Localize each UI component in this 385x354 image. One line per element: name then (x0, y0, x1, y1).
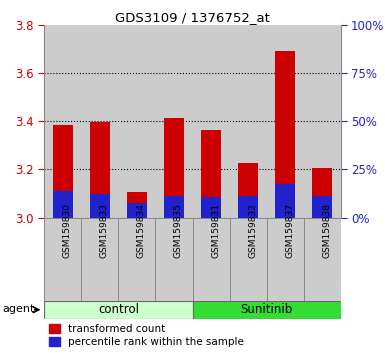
Bar (119, 218, 156, 301)
Legend: transformed count, percentile rank within the sample: transformed count, percentile rank withi… (50, 324, 244, 347)
Bar (164, 196, 184, 218)
Bar (267, 218, 304, 301)
Bar (267, 25, 304, 218)
Bar (229, 218, 266, 301)
Text: Sunitinib: Sunitinib (241, 303, 293, 316)
Bar (304, 218, 341, 301)
Bar (156, 218, 192, 301)
Text: GSM159834: GSM159834 (137, 203, 146, 258)
Text: GSM159831: GSM159831 (211, 203, 220, 258)
Text: GSM159830: GSM159830 (63, 203, 72, 258)
Text: agent: agent (2, 304, 35, 314)
Bar (119, 25, 156, 218)
Bar (81, 218, 119, 301)
Bar (312, 168, 332, 218)
Bar (304, 25, 341, 218)
Bar (127, 203, 147, 218)
Text: GSM159837: GSM159837 (285, 203, 294, 258)
Bar (81, 25, 119, 218)
Text: GSM159833: GSM159833 (100, 203, 109, 258)
Bar (192, 301, 341, 319)
Bar (238, 196, 258, 218)
Bar (53, 191, 73, 218)
Bar (312, 196, 332, 218)
Bar (44, 301, 192, 319)
Bar (201, 198, 221, 218)
Bar (90, 122, 110, 218)
Bar (90, 194, 110, 218)
Bar (127, 192, 147, 218)
Bar (44, 218, 81, 301)
Bar (164, 118, 184, 218)
Bar (156, 25, 192, 218)
Title: GDS3109 / 1376752_at: GDS3109 / 1376752_at (115, 11, 270, 24)
Bar (192, 218, 229, 301)
Bar (229, 25, 266, 218)
Text: GSM159832: GSM159832 (248, 203, 257, 258)
Bar (192, 25, 229, 218)
Bar (238, 164, 258, 218)
Bar (275, 51, 295, 218)
Bar (275, 184, 295, 218)
Text: GSM159835: GSM159835 (174, 203, 183, 258)
Bar (201, 130, 221, 218)
Bar (53, 125, 73, 218)
Text: GSM159838: GSM159838 (322, 203, 331, 258)
Text: control: control (98, 303, 139, 316)
Bar (44, 25, 81, 218)
